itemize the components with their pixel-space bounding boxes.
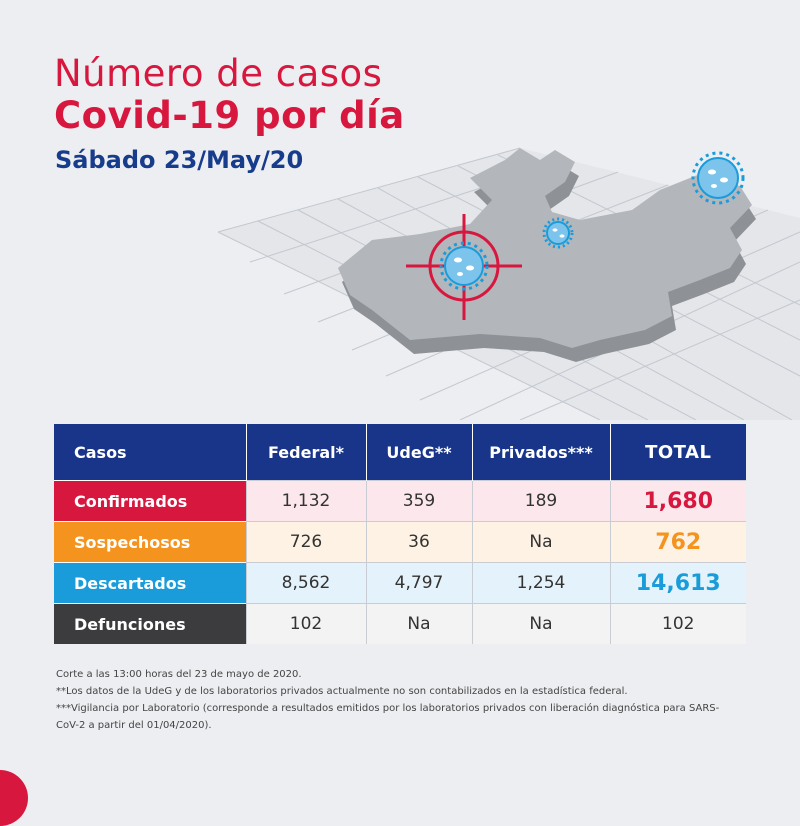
virus-icon: [691, 151, 745, 205]
footnote-cutoff: Corte a las 13:00 horas del 23 de mayo d…: [56, 669, 302, 680]
cases-table: Casos Federal* UdeG** Privados*** TOTAL …: [54, 424, 746, 644]
table-row: Sospechosos 726 36 Na 762: [54, 521, 746, 563]
title-line-1: Número de casos: [54, 52, 383, 95]
footnote-privados: ***Vigilancia por Laboratorio (correspon…: [56, 703, 720, 731]
cell-total: 102: [609, 603, 746, 644]
table-row: Descartados 8,562 4,797 1,254 14,613: [54, 562, 746, 604]
table-header-row: Casos Federal* UdeG** Privados*** TOTAL: [54, 424, 746, 481]
map-illustration: [217, 147, 800, 420]
table-row: Defunciones 102 Na Na 102: [54, 603, 746, 644]
table-row: Confirmados 1,132 359 189 1,680: [54, 480, 746, 522]
footnotes: Corte a las 13:00 horas del 23 de mayo d…: [56, 666, 736, 734]
column-header: TOTAL: [609, 424, 746, 481]
cell-privados: 189: [471, 480, 610, 522]
cell-privados: Na: [471, 521, 610, 563]
cell-federal: 1,132: [245, 480, 366, 522]
cell-total: 1,680: [609, 480, 746, 522]
title-line-2: Covid-19 por día: [54, 94, 405, 137]
cell-federal: 8,562: [245, 562, 366, 604]
column-header: UdeG**: [365, 424, 472, 481]
virus-icon: [439, 241, 489, 291]
corner-decoration: [0, 770, 28, 826]
cell-udeg: 4,797: [365, 562, 472, 604]
cell-federal: 726: [245, 521, 366, 563]
cell-total: 14,613: [609, 562, 746, 604]
cell-federal: 102: [245, 603, 366, 644]
state-map: [338, 148, 756, 362]
date-label: Sábado 23/May/20: [55, 146, 304, 174]
row-label: Descartados: [54, 562, 246, 604]
cell-privados: Na: [471, 603, 610, 644]
column-header: Privados***: [471, 424, 610, 481]
row-label: Defunciones: [54, 603, 246, 644]
cell-privados: 1,254: [471, 562, 610, 604]
column-header: Federal*: [245, 424, 366, 481]
virus-icon: [542, 217, 574, 249]
column-header: Casos: [54, 424, 246, 481]
cell-total: 762: [609, 521, 746, 563]
cell-udeg: 36: [365, 521, 472, 563]
footnote-udeg: **Los datos de la UdeG y de los laborato…: [56, 686, 628, 697]
row-label: Sospechosos: [54, 521, 246, 563]
cell-udeg: Na: [365, 603, 472, 644]
cell-udeg: 359: [365, 480, 472, 522]
row-label: Confirmados: [54, 480, 246, 522]
